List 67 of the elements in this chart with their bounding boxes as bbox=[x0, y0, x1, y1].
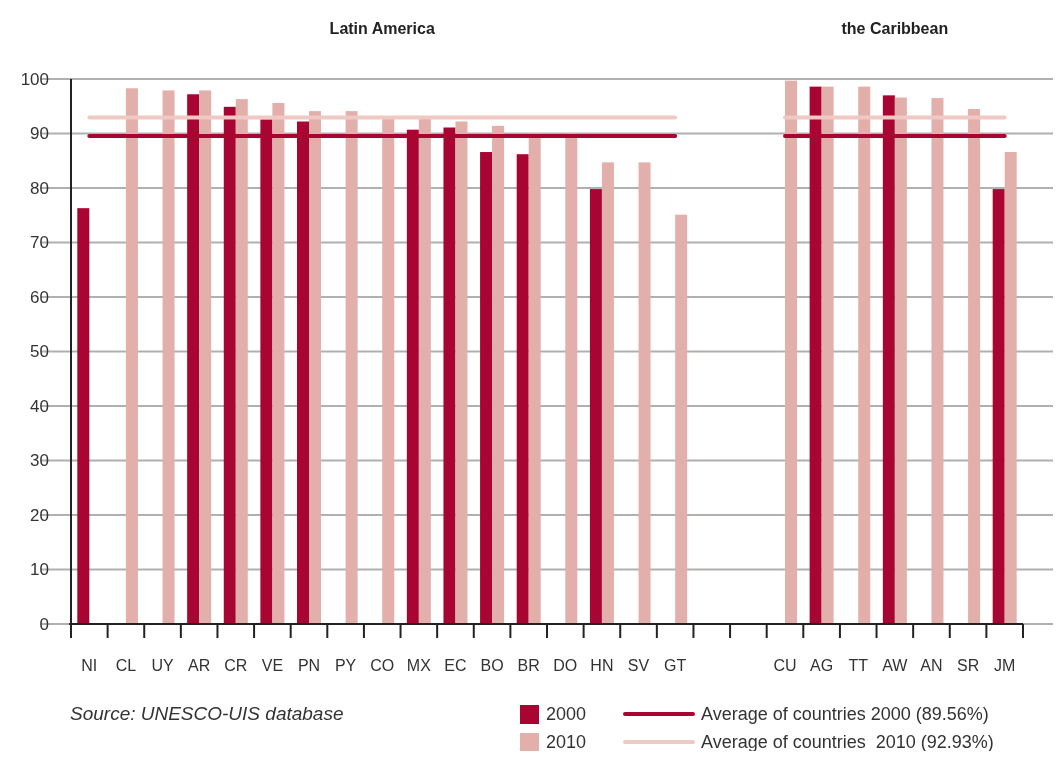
bar bbox=[931, 98, 944, 624]
bar bbox=[992, 189, 1005, 624]
x-tick-label: SV bbox=[627, 657, 650, 674]
bar bbox=[77, 208, 90, 624]
legend-label: 2000 bbox=[546, 704, 587, 725]
x-tick-label: SR bbox=[956, 657, 980, 674]
x-tick-label: JM bbox=[994, 657, 1016, 674]
y-tick-label: 80 bbox=[30, 178, 49, 198]
x-tick-label: UY bbox=[151, 657, 174, 674]
bar bbox=[601, 162, 614, 624]
x-tick-label: BO bbox=[480, 657, 504, 674]
x-tick-label: HN bbox=[590, 657, 614, 674]
y-tick-label: 30 bbox=[30, 451, 49, 471]
x-tick-label: CL bbox=[115, 657, 137, 674]
x-tick-label: AR bbox=[188, 657, 211, 674]
y-tick-label: 50 bbox=[30, 342, 49, 362]
x-tick-label: PN bbox=[297, 657, 321, 674]
x-tick-label: MX bbox=[406, 657, 432, 674]
y-tick-label: 10 bbox=[30, 560, 49, 580]
source-note: Source: UNESCO-UIS database bbox=[70, 703, 344, 724]
bar bbox=[199, 90, 212, 624]
y-tick-label: 0 bbox=[39, 614, 49, 634]
bar bbox=[968, 108, 981, 624]
bar bbox=[785, 80, 797, 624]
bar bbox=[455, 121, 468, 624]
bar bbox=[516, 154, 529, 624]
bar bbox=[125, 88, 138, 624]
y-tick-label: 60 bbox=[30, 287, 49, 307]
text: Latin America bbox=[329, 20, 435, 37]
bar bbox=[638, 162, 651, 624]
x-tick-label: TT bbox=[848, 657, 869, 674]
x-tick-label: CO bbox=[370, 657, 395, 674]
x-tick-label: CR bbox=[224, 657, 248, 674]
y-tick-label: 40 bbox=[30, 396, 49, 416]
bar bbox=[162, 90, 175, 624]
x-tick-label: AW bbox=[882, 657, 909, 674]
y-tick-label: 20 bbox=[30, 505, 49, 525]
text: the Caribbean bbox=[841, 20, 949, 37]
bar bbox=[821, 86, 834, 624]
bar bbox=[382, 117, 395, 624]
legend-label: 2010 bbox=[546, 732, 587, 753]
bar bbox=[480, 152, 493, 624]
x-tick-label: CU bbox=[773, 657, 797, 674]
bar bbox=[309, 111, 321, 624]
bar bbox=[272, 102, 285, 624]
x-tick-label: DO bbox=[553, 657, 578, 674]
x-tick-label: AN bbox=[920, 657, 943, 674]
bar bbox=[675, 214, 688, 624]
bar bbox=[858, 86, 871, 624]
x-tick-label: GT bbox=[664, 657, 687, 674]
x-tick-label: VE bbox=[261, 657, 284, 674]
bar bbox=[345, 111, 358, 624]
x-tick-label: AG bbox=[810, 657, 834, 674]
bar bbox=[589, 189, 602, 624]
bar bbox=[1004, 152, 1017, 624]
bar bbox=[894, 97, 907, 624]
bar bbox=[418, 117, 431, 624]
legend-label: Average of countries 2000 (89.56%) bbox=[701, 704, 989, 725]
y-tick-label: 90 bbox=[30, 124, 49, 144]
x-tick-label: PY bbox=[334, 657, 357, 674]
x-tick-label: EC bbox=[444, 657, 467, 674]
bar bbox=[492, 125, 505, 624]
y-tick-label: 70 bbox=[30, 233, 49, 253]
y-tick-label: 100 bbox=[20, 69, 49, 89]
x-tick-label: NI bbox=[81, 657, 98, 674]
x-tick-label: BR bbox=[517, 657, 540, 674]
bar bbox=[235, 99, 248, 624]
